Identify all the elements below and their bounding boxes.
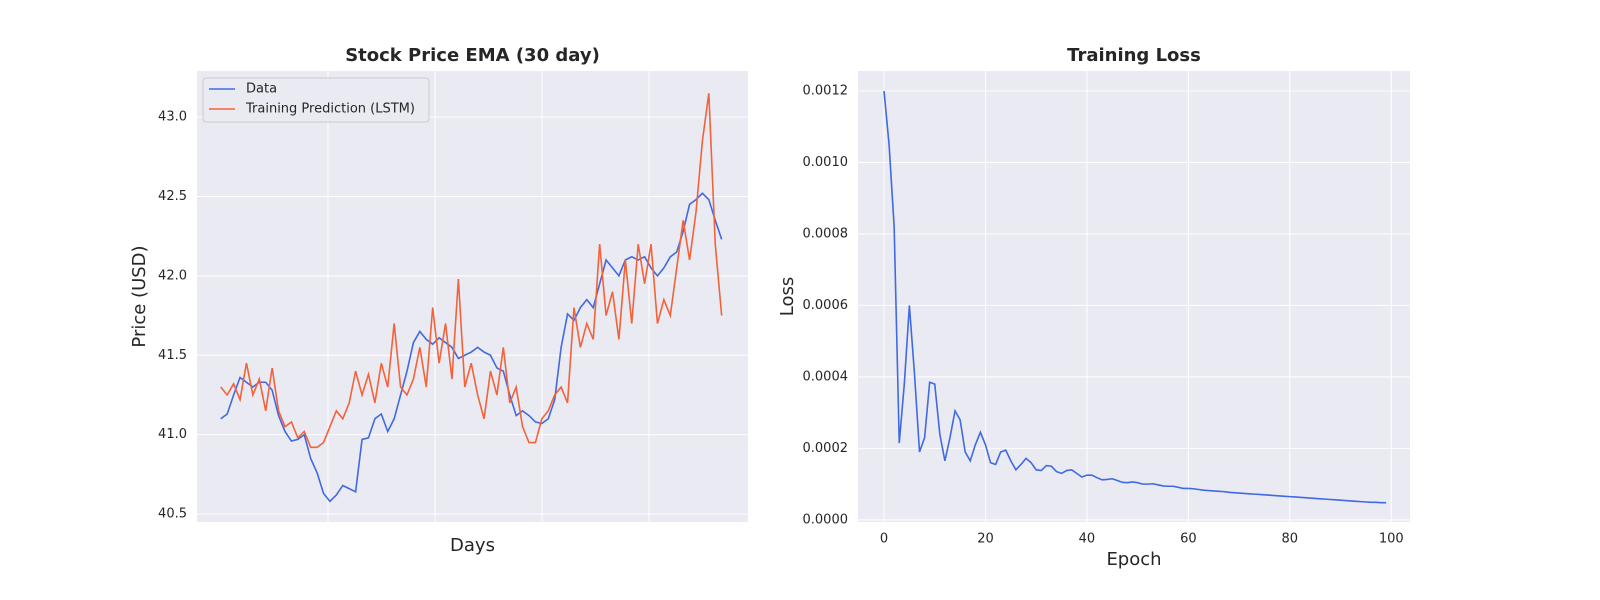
y-tick-label: 42.0 [158, 268, 187, 283]
data-line [220, 192, 723, 503]
y-tick-label: 0.0002 [803, 441, 849, 456]
x-axis-label: Days [450, 535, 495, 556]
x-tick-label: 100 [1379, 532, 1404, 547]
x-tick-label: 40 [1079, 532, 1096, 547]
chart-title: Stock Price EMA (30 day) [345, 45, 600, 66]
x-tick-label: 0 [880, 532, 888, 547]
legend-label: Data [246, 82, 277, 97]
x-tick-label: 80 [1282, 532, 1299, 547]
y-tick-label: 42.5 [158, 189, 187, 204]
y-tick-label: 0.0012 [803, 84, 849, 99]
y-tick-label: 0.0004 [803, 369, 849, 384]
y-tick-label: 40.5 [158, 507, 187, 522]
y-axis-label: Price (USD) [129, 245, 150, 347]
legend-label: Training Prediction (LSTM) [245, 102, 415, 117]
data-line [883, 90, 1387, 504]
x-tick-label: 60 [1180, 532, 1197, 547]
x-tick-label: 20 [977, 532, 994, 547]
y-tick-label: 0.0006 [803, 298, 849, 313]
chart-title: Training Loss [1067, 45, 1201, 66]
plot-area [858, 71, 1410, 522]
x-axis-label: Epoch [1106, 549, 1161, 570]
y-tick-label: 41.5 [158, 348, 187, 363]
legend-box [202, 77, 430, 123]
y-tick-label: 41.0 [158, 427, 187, 442]
plot-area [197, 71, 748, 522]
y-tick-label: 0.0008 [803, 226, 849, 241]
y-tick-label: 0.0010 [803, 155, 849, 170]
y-tick-label: 43.0 [158, 110, 187, 125]
y-tick-label: 0.0000 [803, 512, 849, 527]
y-axis-label: Loss [777, 277, 798, 316]
legend: Data Training Prediction (LSTM) [202, 77, 430, 123]
data-line [220, 93, 723, 449]
